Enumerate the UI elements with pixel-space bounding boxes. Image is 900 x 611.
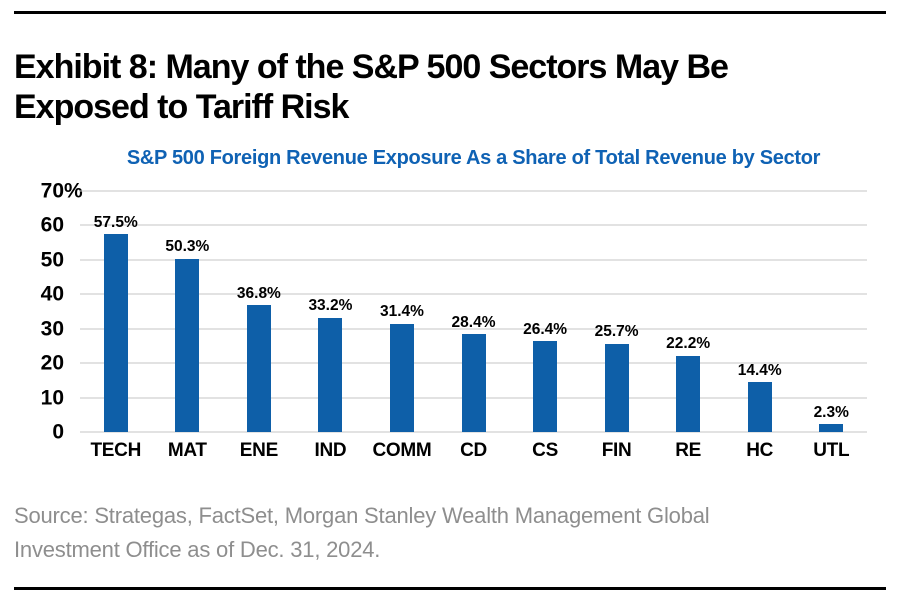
bar-group-mat: 50.3% xyxy=(152,191,224,432)
x-axis-label-tech: TECH xyxy=(90,440,142,461)
source-note: Source: Strategas, FactSet, Morgan Stanl… xyxy=(14,503,710,562)
x-axis-label-utl: UTL xyxy=(813,440,850,461)
y-axis: 70% 60 50 40 30 20 10 0 xyxy=(0,181,83,443)
bar-group-cs: 26.4% xyxy=(509,191,581,432)
bar-group-utl: 2.3% xyxy=(795,191,867,432)
bar-value-label-mat: 50.3% xyxy=(165,238,210,256)
bar-value-label-comm: 31.4% xyxy=(379,303,424,321)
bar-value-label-ind: 33.2% xyxy=(308,297,353,315)
y-tick-label-0: 0 xyxy=(52,420,64,444)
bar-re xyxy=(676,355,701,432)
x-axis-label-mat: MAT xyxy=(167,440,207,461)
x-axis-label-re: RE xyxy=(675,440,702,461)
x-axis-label-cd: CD xyxy=(460,440,487,461)
y-tick-label-20: 20 xyxy=(40,351,64,375)
bar-group-comm: 31.4% xyxy=(366,191,438,432)
bar-value-label-re: 22.2% xyxy=(666,335,711,353)
bar-value-label-utl: 2.3% xyxy=(813,403,849,421)
y-tick-suffix: % xyxy=(64,179,83,203)
exhibit-title: Exhibit 8: Many of the S&P 500 Sectors M… xyxy=(14,47,729,126)
y-tick-label-70: 70% xyxy=(40,179,83,203)
top-divider-rule xyxy=(14,11,886,14)
bar-value-label-cs: 26.4% xyxy=(523,320,568,338)
bar-cs xyxy=(533,341,558,432)
bars-container: 57.5% 50.3% 36.8% 33.2% 31.4% 28.4% 26.4% 25.7%… xyxy=(80,191,867,432)
bar-value-label-fin: 25.7% xyxy=(594,323,639,341)
bar-group-ene: 36.8% xyxy=(223,191,295,432)
bar-utl xyxy=(819,424,844,432)
y-tick-label-50: 50 xyxy=(40,248,64,272)
bottom-divider-rule xyxy=(14,587,886,590)
y-tick-label-10: 10 xyxy=(40,386,64,410)
gridline-0 xyxy=(80,431,867,433)
bar-value-label-tech: 57.5% xyxy=(93,213,138,231)
gridline-50 xyxy=(80,259,867,261)
bar-value-label-cd: 28.4% xyxy=(451,313,496,331)
bar-group-ind: 33.2% xyxy=(295,191,367,432)
bar-group-tech: 57.5% xyxy=(80,191,152,432)
bar-group-re: 22.2% xyxy=(652,191,724,432)
bar-group-hc: 14.4% xyxy=(724,191,796,432)
x-axis-labels: TECH MAT ENE IND COMM CD CS FIN RE HC UTL xyxy=(80,440,867,462)
bar-cd xyxy=(461,334,486,432)
bar-mat xyxy=(175,258,200,432)
gridline-30 xyxy=(80,328,867,330)
y-tick-label-30: 30 xyxy=(40,317,64,341)
x-axis-label-fin: FIN xyxy=(601,440,632,461)
bar-fin xyxy=(604,343,629,432)
bar-tech xyxy=(103,234,128,432)
y-tick-label-40: 40 xyxy=(40,282,64,306)
bar-hc xyxy=(747,382,772,432)
bar-ene xyxy=(246,305,271,432)
x-axis-label-ind: IND xyxy=(314,440,347,461)
x-axis-label-cs: CS xyxy=(532,440,558,461)
chart-title: S&P 500 Foreign Revenue Exposure As a Sh… xyxy=(126,147,821,169)
x-axis-label-ene: ENE xyxy=(239,440,278,461)
gridline-40 xyxy=(80,293,867,295)
gridline-60 xyxy=(80,224,867,226)
y-tick-label-60: 60 xyxy=(40,213,64,237)
bar-comm xyxy=(389,323,414,432)
bar-value-label-hc: 14.4% xyxy=(737,361,782,379)
x-axis-label-hc: HC xyxy=(746,440,774,461)
bar-group-cd: 28.4% xyxy=(438,191,510,432)
gridline-70 xyxy=(80,190,867,192)
plot-area: 57.5% 50.3% 36.8% 33.2% 31.4% 28.4% 26.4% 25.7%… xyxy=(80,190,867,433)
bar-value-label-ene: 36.8% xyxy=(236,284,281,302)
x-axis-label-comm: COMM xyxy=(372,440,432,461)
bar-ind xyxy=(318,317,343,432)
bar-group-fin: 25.7% xyxy=(581,191,653,432)
